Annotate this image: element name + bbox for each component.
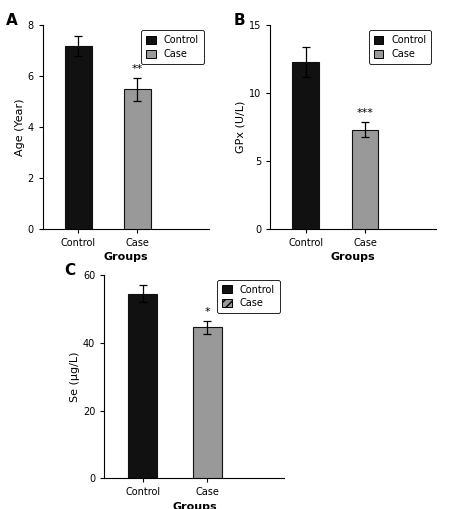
Text: ***: ***: [356, 108, 374, 119]
Text: *: *: [204, 307, 210, 317]
Y-axis label: GPx (U/L): GPx (U/L): [236, 101, 246, 153]
Bar: [193, 327, 222, 478]
Text: A: A: [6, 13, 18, 28]
Text: **: **: [132, 64, 143, 73]
Bar: [292, 62, 319, 229]
X-axis label: Groups: Groups: [103, 252, 148, 262]
X-axis label: Groups: Groups: [172, 502, 217, 509]
Bar: [352, 130, 378, 229]
Y-axis label: Age (Year): Age (Year): [15, 99, 25, 156]
X-axis label: Groups: Groups: [331, 252, 375, 262]
Legend: Control, Case: Control, Case: [217, 280, 280, 314]
Text: B: B: [234, 13, 246, 28]
Y-axis label: Se (μg/L): Se (μg/L): [70, 351, 80, 402]
Bar: [124, 89, 151, 229]
Bar: [65, 46, 91, 229]
Legend: Control, Case: Control, Case: [369, 31, 431, 64]
Text: C: C: [64, 263, 76, 277]
Legend: Control, Case: Control, Case: [141, 31, 204, 64]
Bar: [128, 294, 157, 478]
